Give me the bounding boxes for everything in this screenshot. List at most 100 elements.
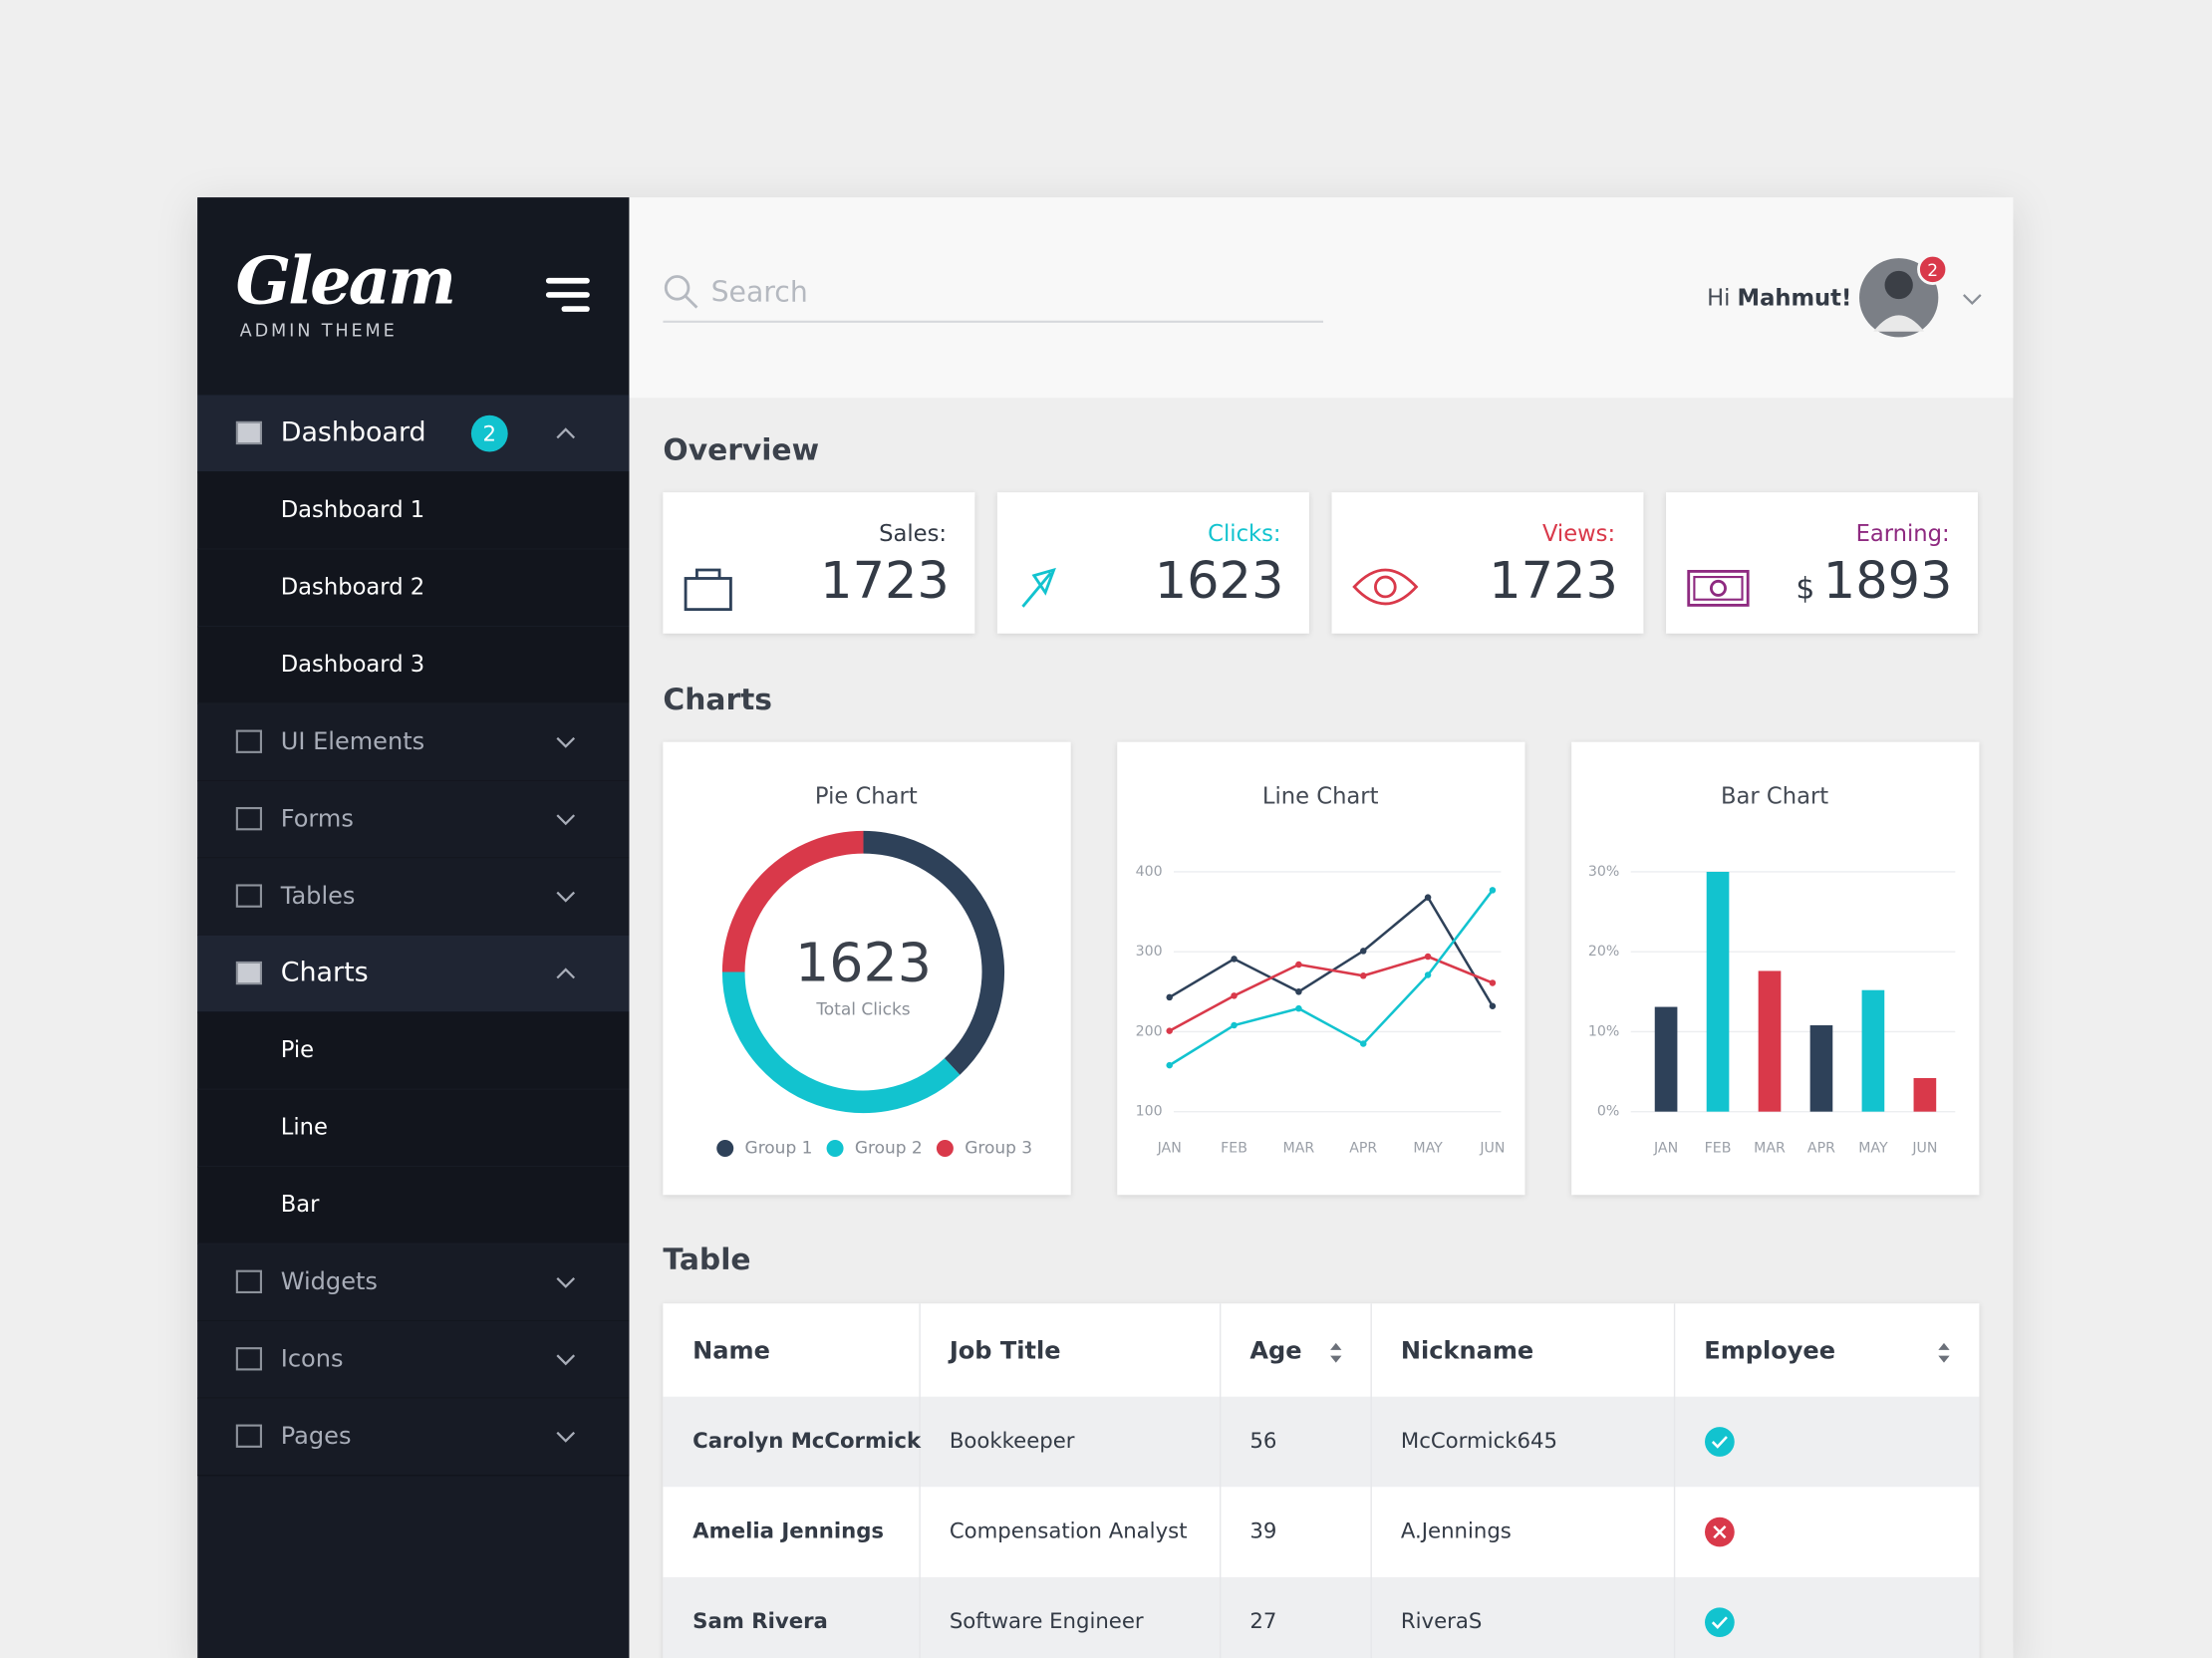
bar [1913, 1077, 1937, 1112]
menu-item[interactable]: Charts [281, 958, 369, 988]
submenu-item[interactable]: Dashboard 1 [281, 497, 424, 523]
menu-icon [235, 806, 262, 831]
section-title: Table [663, 1243, 750, 1277]
menu-chevron [556, 814, 576, 826]
submenu-item-bg [197, 1011, 630, 1090]
sort-icon[interactable] [1330, 1342, 1342, 1363]
menu-icon [235, 1424, 262, 1448]
submenu-item[interactable]: Dashboard 2 [281, 575, 424, 601]
x-tick-label: MAR [1283, 1140, 1315, 1156]
x-tick-label: APR [1807, 1140, 1835, 1156]
table-cell: Sam Rivera [692, 1609, 828, 1634]
x-tick-label: MAR [1754, 1140, 1786, 1156]
column-header: Nickname [1401, 1336, 1533, 1364]
menu-icon [235, 420, 262, 445]
pie-center-label: Total Clicks [815, 1000, 910, 1020]
section-title: Charts [663, 683, 772, 717]
menu-item[interactable]: Forms [281, 804, 354, 832]
line-point [1166, 993, 1173, 1001]
menu-chevron [556, 891, 576, 903]
notification-badge[interactable] [1917, 253, 1949, 285]
x-tick-label: MAY [1858, 1140, 1888, 1156]
stat-icon [684, 568, 732, 612]
submenu-item[interactable]: Pie [281, 1037, 314, 1063]
pie-segment [721, 971, 961, 1114]
legend-marker [716, 1139, 734, 1157]
line-point [1424, 953, 1432, 961]
menu-item[interactable]: UI Elements [281, 727, 424, 755]
line-point [1231, 956, 1238, 963]
menu-chevron [556, 427, 576, 439]
logo-tagline: ADMIN THEME [240, 322, 398, 342]
menu-chevron [556, 967, 576, 979]
column-header: Job Title [948, 1336, 1061, 1364]
search-placeholder: Search [711, 275, 808, 308]
menu-chevron [556, 1431, 576, 1443]
menu-icon [235, 729, 262, 753]
line-point [1166, 1061, 1173, 1069]
submenu-item-bg [197, 471, 630, 550]
menu-item[interactable]: Pages [281, 1422, 352, 1450]
stat-value: 1723 [1489, 552, 1618, 611]
status-glyph [1713, 1525, 1727, 1539]
status-glyph [1711, 1436, 1728, 1449]
menu-icon [235, 1269, 262, 1294]
submenu-item[interactable]: Line [281, 1115, 328, 1141]
pie-segment [863, 830, 1005, 1075]
x-tick-label: APR [1349, 1140, 1377, 1156]
x-tick-label: MAY [1413, 1140, 1443, 1156]
chart-title: Pie Chart [815, 783, 918, 809]
stat-card [996, 492, 1309, 634]
table-row-bg [663, 1576, 1980, 1658]
menu-item-bg [197, 858, 630, 936]
sort-icon[interactable] [1938, 1342, 1950, 1363]
menu-item[interactable]: Icons [281, 1344, 344, 1372]
table-cell: Bookkeeper [950, 1429, 1075, 1454]
column-header: Age [1249, 1336, 1301, 1364]
greeting: Hi [1707, 286, 1730, 312]
menu-item-bg [197, 1320, 630, 1399]
submenu-item[interactable]: Bar [281, 1192, 320, 1218]
stat-card [1666, 492, 1978, 634]
line-point [1359, 948, 1367, 955]
table-cell: Amelia Jennings [692, 1520, 884, 1544]
line-point [1359, 1040, 1367, 1047]
menu-item-bg [197, 1398, 630, 1476]
menu-chevron [556, 736, 576, 748]
avatar [1873, 315, 1925, 332]
status-glyph [1711, 1616, 1728, 1629]
line-point [1295, 1004, 1302, 1012]
legend-label: Group 2 [855, 1138, 923, 1158]
menu-item-bg [197, 703, 630, 781]
line-point [1295, 961, 1302, 968]
table-cell: Compensation Analyst [950, 1520, 1188, 1544]
table-row-bg [663, 1396, 1980, 1488]
menu-item[interactable]: Tables [280, 882, 356, 910]
bar [1654, 1006, 1678, 1112]
menu-item[interactable]: Dashboard [281, 417, 426, 448]
stat-value: 1623 [1155, 552, 1284, 611]
stat-label: Views: [1542, 521, 1615, 547]
search-icon [685, 295, 698, 309]
section-title: Overview [663, 433, 819, 468]
legend-label: Group 1 [745, 1138, 813, 1158]
menu-item-bg [197, 1244, 630, 1321]
pie-segment [721, 830, 864, 972]
menu-toggle[interactable] [545, 277, 590, 312]
y-tick-label: 300 [1136, 944, 1163, 960]
legend-marker [826, 1139, 844, 1157]
submenu-item-bg [197, 1089, 630, 1167]
menu-item[interactable]: Widgets [281, 1267, 378, 1295]
legend-label: Group 3 [965, 1138, 1032, 1158]
table-cell: Carolyn McCormick [692, 1429, 922, 1454]
user-menu-chevron[interactable] [1963, 294, 1982, 306]
submenu-item-bg [197, 626, 630, 704]
table-cell: Software Engineer [950, 1609, 1144, 1634]
table-cell: 56 [1249, 1429, 1276, 1454]
submenu-item[interactable]: Dashboard 3 [281, 652, 424, 678]
chart-title: Line Chart [1262, 783, 1379, 809]
stat-currency: $ [1796, 571, 1814, 606]
menu-item-bg [197, 780, 630, 859]
x-tick-label: JUN [1911, 1140, 1937, 1156]
